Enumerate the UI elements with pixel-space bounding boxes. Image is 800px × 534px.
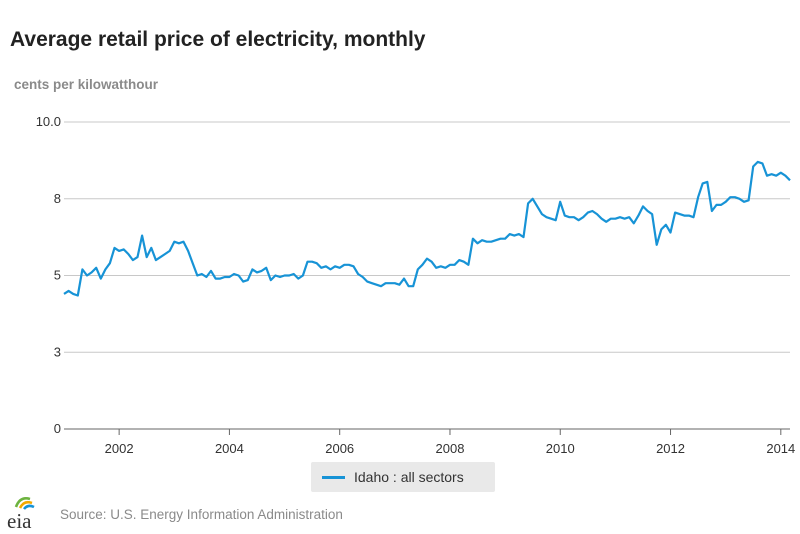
y-tick-label: 3 <box>54 344 61 359</box>
legend-line-swatch <box>322 475 345 479</box>
legend[interactable]: Idaho : all sectors <box>311 462 495 492</box>
x-tick-label: 2010 <box>546 441 575 456</box>
logo-text: eia <box>7 509 32 533</box>
y-tick-label: 0 <box>54 421 61 436</box>
y-tick-label: 5 <box>54 268 61 283</box>
x-tick-label: 2004 <box>215 441 244 456</box>
y-axis-unit-label: cents per kilowatthour <box>14 77 159 92</box>
y-tick-label: 8 <box>54 191 61 206</box>
x-tick-label: 2006 <box>325 441 354 456</box>
chart-title: Average retail price of electricity, mon… <box>10 28 426 51</box>
series-line-idaho[interactable] <box>63 160 791 297</box>
source-text: Source: U.S. Energy Information Administ… <box>60 506 343 522</box>
legend-label: Idaho : all sectors <box>354 469 464 485</box>
x-tick-label: 2008 <box>436 441 465 456</box>
y-tick-label: 10.0 <box>36 114 61 129</box>
x-tick-label: 2014 <box>766 441 795 456</box>
source-row: eia Source: U.S. Energy Information Admi… <box>6 494 343 534</box>
eia-logo-icon: eia <box>7 497 35 533</box>
x-tick-label: 2002 <box>105 441 134 456</box>
x-tick-label: 2012 <box>656 441 685 456</box>
